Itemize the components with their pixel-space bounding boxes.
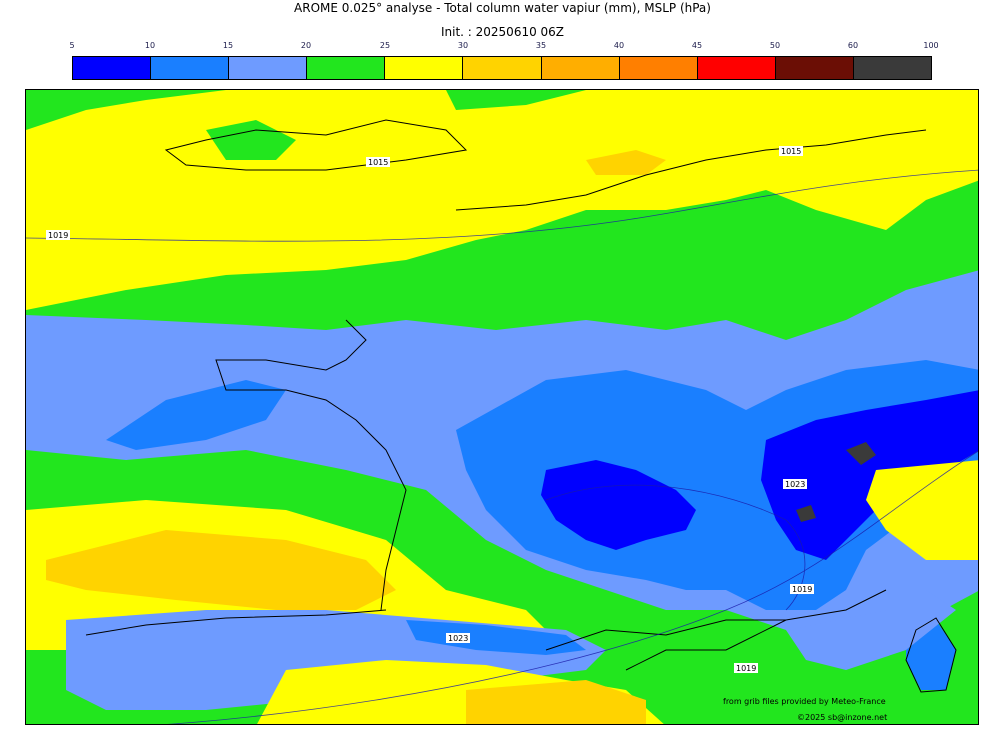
tick-label: 5 (69, 41, 75, 50)
field-30-35-south (46, 530, 396, 610)
tick-label: 60 (847, 41, 859, 50)
colorbar-segment (619, 57, 698, 79)
isobar-1023-pyrenees: 1023 (448, 634, 468, 643)
isobar-1019-south: 1019 (792, 585, 812, 594)
coastlines (85, 119, 957, 693)
colorbar-segment (229, 57, 308, 79)
isobar-1015-north: 1015 (368, 158, 388, 167)
init-time: Init. : 20250610 06Z (440, 25, 565, 39)
map-fields: 1015 1015 1019 1023 1019 1023 1019 (26, 90, 978, 724)
colorbar-segment (73, 57, 152, 79)
tick-label: 30 (457, 41, 469, 50)
isobar-label-west: 1019 (46, 230, 70, 240)
colorbar-segment (853, 57, 932, 79)
map-area: 1015 1015 1019 1023 1019 1023 1019 (25, 89, 979, 725)
isobar-1019-southeast: 1019 (736, 664, 756, 673)
field-italy-yellow (866, 460, 978, 560)
isobar-label-north: 1015 (366, 157, 390, 167)
tick-label: 35 (535, 41, 547, 50)
isobars (26, 169, 978, 724)
field-iberia-orange (466, 680, 646, 724)
colorbar-segment (697, 57, 776, 79)
colorbar-segment (463, 57, 542, 79)
credit-copyright: ©2025 sb@inzone.net (797, 713, 888, 722)
isobar-1019-west: 1019 (48, 231, 68, 240)
tick-label: 45 (691, 41, 703, 50)
credit-source: from grib files provided by Meteo-France (723, 697, 886, 706)
tick-label: 10 (144, 41, 156, 50)
tick-label: 100 (923, 41, 939, 50)
colorbar-ticks: 5 10 15 20 25 30 35 40 45 50 60 100 (0, 41, 1005, 53)
map-title: AROME 0.025° analyse - Total column wate… (294, 1, 711, 15)
tick-label: 40 (613, 41, 625, 50)
isobar-label-northeast: 1015 (779, 146, 803, 156)
colorbar-segment (385, 57, 464, 79)
colorbar-segment (307, 57, 386, 79)
colorbar-segment (541, 57, 620, 79)
tick-label: 20 (300, 41, 312, 50)
field-30-35-north (586, 150, 666, 175)
isobar-label-southeast: 1019 (734, 663, 758, 673)
field-pyrenees-darkblue (406, 620, 586, 655)
isobar-label-pyrenees: 1023 (446, 633, 470, 643)
tick-label: 15 (222, 41, 234, 50)
colorbar-segment (151, 57, 230, 79)
isobar-label-south-coast: 1019 (790, 584, 814, 594)
tick-label: 50 (769, 41, 781, 50)
isobar-1023-alps: 1023 (785, 480, 805, 489)
isobar-label-alps: 1023 (783, 479, 807, 489)
colorbar (72, 56, 932, 80)
field-ligurian-blue (786, 590, 956, 670)
field-dark-alps-highs (796, 442, 876, 522)
tick-label: 25 (379, 41, 391, 50)
colorbar-segment (775, 57, 854, 79)
isobar-1015-northeast: 1015 (781, 147, 801, 156)
field-5-10-core (541, 460, 696, 550)
field-10-15-biscay (106, 380, 286, 450)
field-green-patch-channel (206, 120, 296, 160)
